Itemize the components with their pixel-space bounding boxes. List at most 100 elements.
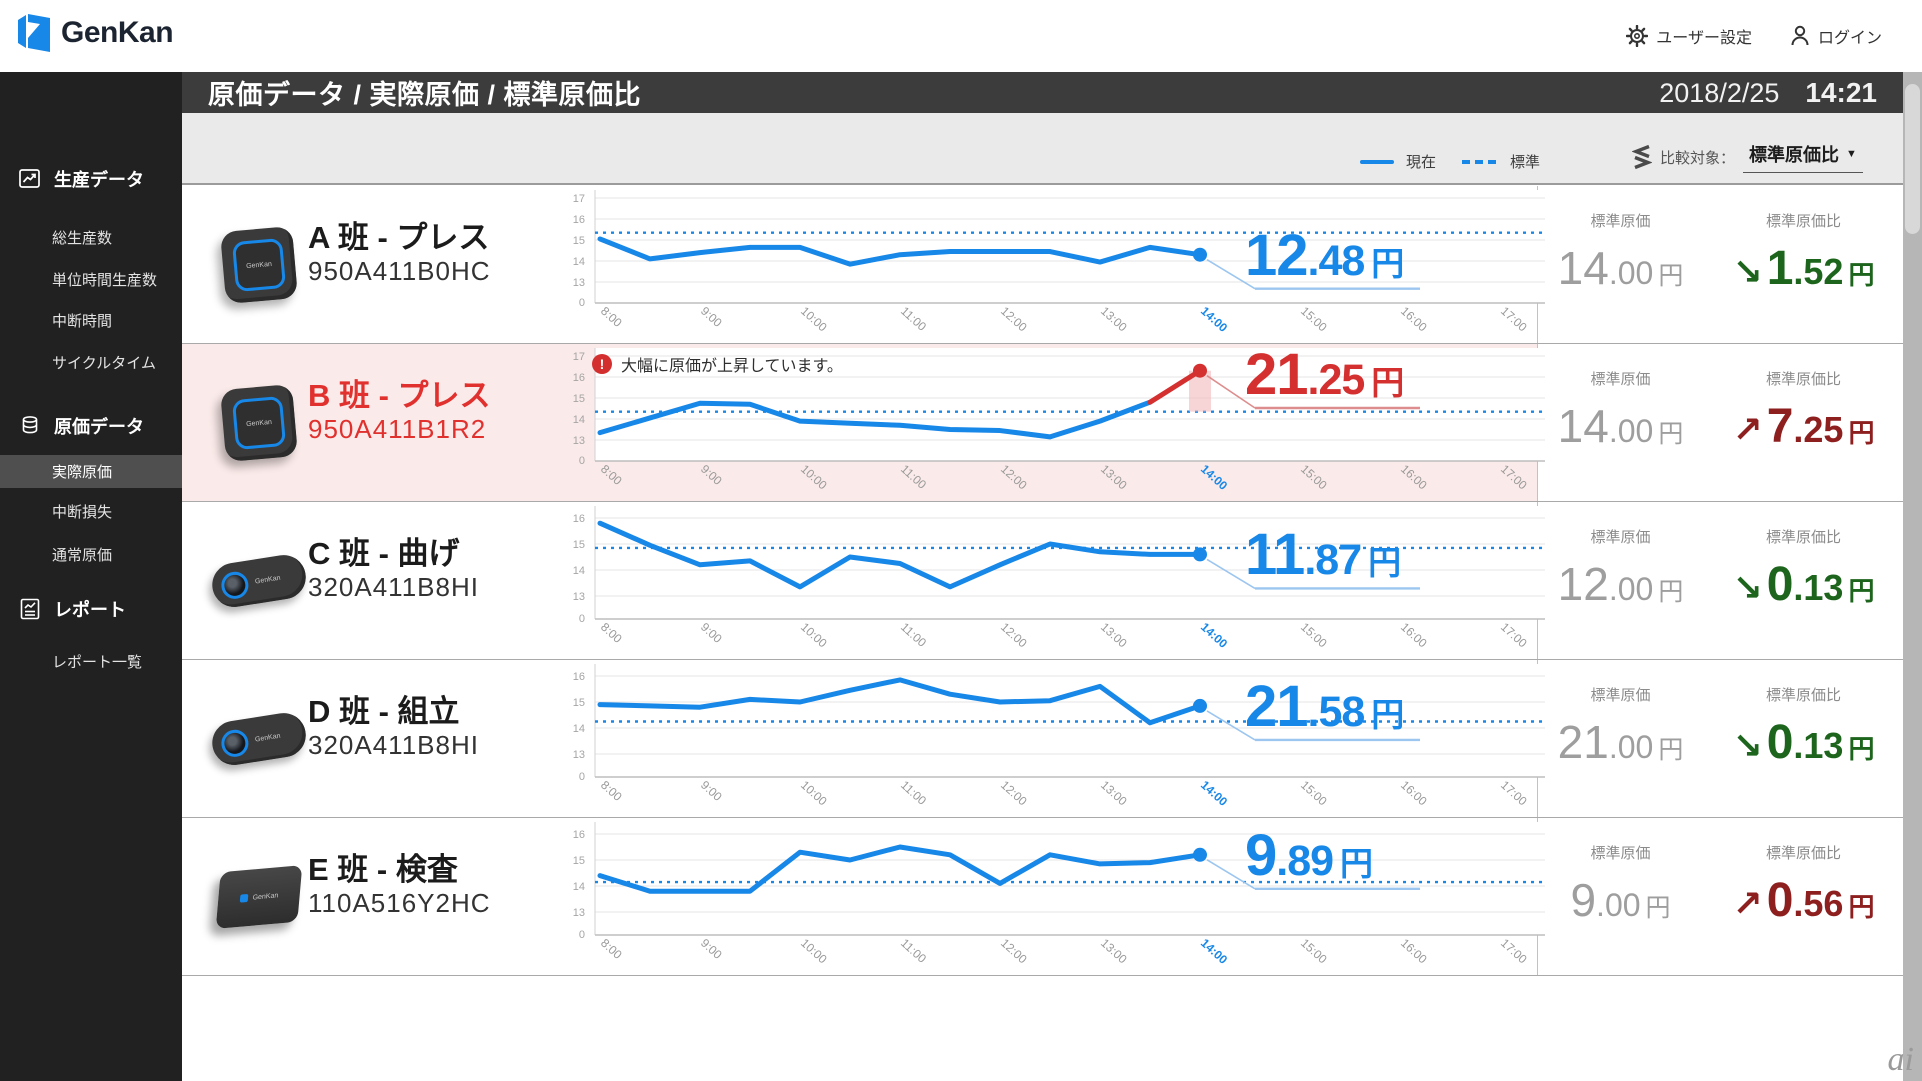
svg-text:14: 14	[573, 881, 585, 893]
svg-text:0: 0	[579, 455, 585, 467]
svg-text:9:00: 9:00	[698, 304, 725, 330]
yen-unit: 円	[1848, 418, 1875, 448]
cost-chart: 17 16 15 14 13 0 8:00 9:00 10:00 11:00 12:00 13:00 1…	[573, 190, 1545, 335]
svg-text:15:00: 15:00	[1298, 936, 1330, 967]
svg-text:12:00: 12:00	[998, 304, 1030, 335]
breadcrumb: 原価データ / 実際原価 / 標準原価比	[208, 80, 642, 110]
cost-chart: 16 15 14 13 0 8:00 9:00 10:00 11:00 12:00 13:00 14:…	[573, 506, 1545, 651]
team-row[interactable]: GenKan GenKan GenKan D 班 - 組立 320A411B8H…	[182, 660, 1903, 818]
team-row[interactable]: GenKan GenKan GenKan E 班 - 検査 110A516Y2H…	[182, 818, 1903, 976]
svg-text:11:00: 11:00	[898, 778, 929, 808]
svg-text:8:00: 8:00	[598, 462, 625, 488]
svg-text:17: 17	[573, 351, 585, 363]
yen-unit: 円	[1371, 695, 1404, 733]
standard-ratio-label: 標準原価比	[1765, 687, 1841, 704]
svg-text:16: 16	[573, 214, 585, 226]
user-settings-button[interactable]: ユーザー設定	[1626, 24, 1752, 48]
current-date: 2018/2/25	[1659, 77, 1780, 108]
svg-text:17: 17	[573, 193, 585, 205]
svg-text:16: 16	[573, 372, 585, 384]
yen-unit: 円	[1658, 262, 1684, 290]
team-name: E 班 - 検査	[308, 852, 458, 887]
svg-text:0: 0	[579, 929, 585, 941]
svg-text:14: 14	[573, 414, 585, 426]
svg-text:8:00: 8:00	[598, 620, 625, 646]
sidebar-section-production[interactable]: 生産データ	[18, 166, 144, 192]
standard-ratio-value: ↘0.13 円	[1732, 558, 1875, 611]
standard-ratio-label: 標準原価比	[1765, 529, 1841, 546]
svg-text:13:00: 13:00	[1098, 304, 1130, 335]
yen-unit: 円	[1371, 364, 1404, 401]
yen-unit: 円	[1658, 736, 1684, 764]
svg-text:13: 13	[573, 591, 585, 603]
legend-current-label: 現在	[1406, 154, 1437, 171]
svg-text:0: 0	[579, 613, 585, 625]
svg-text:11:00: 11:00	[898, 620, 929, 650]
yen-unit: 円	[1340, 844, 1373, 882]
compare-selector: 比較対象： 標準原価比 ▼	[1632, 141, 1863, 173]
gear-icon	[1626, 25, 1649, 47]
svg-text:14:00: 14:00	[1198, 936, 1230, 967]
svg-text:8:00: 8:00	[598, 936, 625, 962]
svg-text:13: 13	[573, 435, 585, 447]
sidebar-item-report-list[interactable]: レポート一覧	[52, 654, 143, 671]
yen-unit: 円	[1645, 894, 1671, 922]
svg-text:10:00: 10:00	[798, 936, 830, 967]
team-name: C 班 - 曲げ	[308, 536, 460, 571]
svg-text:15: 15	[573, 855, 585, 867]
standard-cost-panel: 標準原価 21.00 円 標準原価比 ↘0.13 円	[1537, 660, 1903, 817]
user-settings-label: ユーザー設定	[1656, 30, 1752, 47]
yen-unit: 円	[1658, 420, 1684, 448]
svg-text:12:00: 12:00	[998, 620, 1030, 651]
team-row[interactable]: GenKan GenKan GenKan B 班 - プレス 950A411B1…	[182, 344, 1903, 502]
standard-ratio-label: 標準原価比	[1765, 213, 1841, 230]
sidebar-section-report[interactable]: レポート	[18, 596, 126, 622]
team-row[interactable]: GenKan GenKan GenKan A 班 - プレス 950A411B0…	[182, 186, 1903, 344]
sidebar-item-interruption-time[interactable]: 中断時間	[52, 313, 113, 330]
app-name: GenKan	[61, 16, 174, 49]
svg-text:14: 14	[573, 723, 585, 735]
standard-ratio-value: ↗0.56 円	[1732, 874, 1875, 927]
standard-ratio-value: ↘1.52 円	[1732, 242, 1875, 295]
alert-icon: !	[592, 354, 612, 374]
yen-unit: 円	[1848, 576, 1875, 606]
page-header: 原価データ / 実際原価 / 標準原価比 2018/2/25 14:21	[182, 72, 1903, 113]
standard-cost-panel: 標準原価 9.00 円 標準原価比 ↗0.56 円	[1537, 818, 1903, 975]
svg-text:13:00: 13:00	[1098, 936, 1130, 967]
svg-text:13:00: 13:00	[1098, 620, 1130, 651]
sidebar-item-actual-cost[interactable]: 実際原価	[0, 455, 182, 488]
cost-chart: 17 16 15 14 13 0 8:00 9:00 10:00 11:00 12:00 13:00 1…	[573, 348, 1545, 493]
svg-text:16: 16	[573, 513, 585, 525]
genkan-logo-icon	[18, 14, 50, 52]
cost-alert: ! 大幅に原価が上昇しています。	[592, 352, 843, 376]
sidebar-item-cycle-time[interactable]: サイクルタイム	[52, 355, 156, 372]
vertical-scrollbar-thumb[interactable]	[1905, 84, 1920, 234]
svg-text:16:00: 16:00	[1398, 936, 1430, 967]
vertical-scrollbar-track[interactable]	[1903, 72, 1922, 1081]
svg-text:17:00: 17:00	[1498, 778, 1530, 809]
compare-dropdown[interactable]: 標準原価比 ▼	[1743, 141, 1863, 173]
login-button[interactable]: ログイン	[1790, 24, 1882, 48]
current-line-sample	[1360, 159, 1394, 164]
svg-text:12:00: 12:00	[998, 778, 1030, 809]
svg-text:14: 14	[573, 256, 585, 268]
sidebar-item-total-production[interactable]: 総生産数	[52, 230, 113, 247]
svg-text:15: 15	[573, 235, 585, 247]
person-icon	[1791, 25, 1809, 46]
svg-text:15: 15	[573, 697, 585, 709]
production-chart-icon	[19, 169, 40, 188]
chart-legend: 現在 標準	[1360, 151, 1554, 172]
sidebar-section-cost[interactable]: 原価データ	[18, 413, 144, 439]
svg-text:16: 16	[573, 829, 585, 841]
standard-cost-value: 12.00 円	[1557, 558, 1684, 610]
team-row[interactable]: GenKan GenKan GenKan C 班 - 曲げ 320A411B8H…	[182, 502, 1903, 660]
sidebar: 生産データ 総生産数 単位時間生産数 中断時間 サイクルタイム 原価データ 実際…	[0, 72, 182, 1081]
yen-unit: 円	[1848, 734, 1875, 764]
sidebar-item-normal-cost[interactable]: 通常原価	[52, 547, 113, 564]
sidebar-item-hourly-production[interactable]: 単位時間生産数	[52, 272, 158, 289]
sidebar-item-interruption-loss[interactable]: 中断損失	[52, 504, 113, 521]
svg-text:14: 14	[573, 565, 585, 577]
svg-text:16:00: 16:00	[1398, 778, 1430, 809]
device-id: 320A411B8HI	[308, 572, 479, 602]
team-name: A 班 - プレス	[308, 220, 490, 255]
